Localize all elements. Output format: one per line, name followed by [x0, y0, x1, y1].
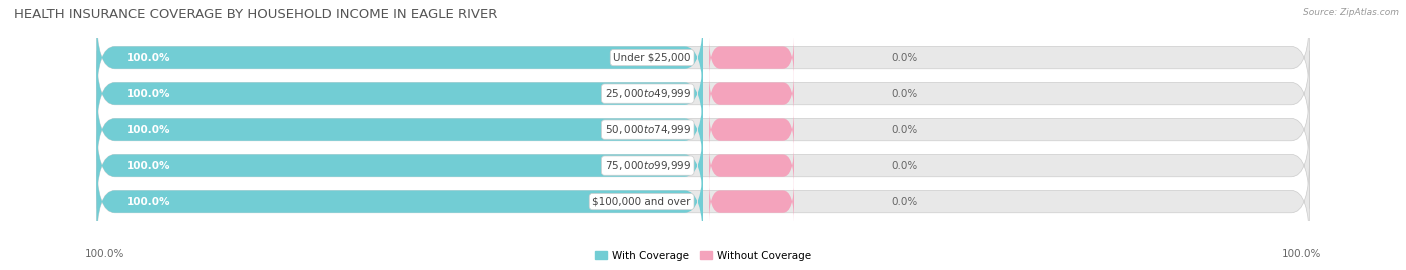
FancyBboxPatch shape [97, 87, 703, 173]
Text: 0.0%: 0.0% [891, 124, 917, 135]
FancyBboxPatch shape [97, 15, 1309, 100]
FancyBboxPatch shape [709, 72, 794, 115]
Text: HEALTH INSURANCE COVERAGE BY HOUSEHOLD INCOME IN EAGLE RIVER: HEALTH INSURANCE COVERAGE BY HOUSEHOLD I… [14, 8, 498, 21]
Text: $75,000 to $99,999: $75,000 to $99,999 [605, 159, 690, 172]
FancyBboxPatch shape [709, 180, 794, 223]
Text: 0.0%: 0.0% [891, 89, 917, 99]
Text: 0.0%: 0.0% [891, 197, 917, 207]
Text: 100.0%: 100.0% [127, 53, 170, 63]
Text: 100.0%: 100.0% [1282, 249, 1322, 259]
FancyBboxPatch shape [97, 87, 1309, 173]
FancyBboxPatch shape [709, 36, 794, 79]
Text: Source: ZipAtlas.com: Source: ZipAtlas.com [1303, 8, 1399, 17]
FancyBboxPatch shape [97, 51, 1309, 136]
FancyBboxPatch shape [709, 144, 794, 187]
Text: Under $25,000: Under $25,000 [613, 53, 690, 63]
FancyBboxPatch shape [97, 51, 703, 136]
Text: 100.0%: 100.0% [127, 89, 170, 99]
FancyBboxPatch shape [97, 159, 703, 244]
Text: 100.0%: 100.0% [84, 249, 124, 259]
Text: 100.0%: 100.0% [127, 124, 170, 135]
Text: $100,000 and over: $100,000 and over [592, 197, 690, 207]
FancyBboxPatch shape [97, 15, 703, 100]
FancyBboxPatch shape [709, 108, 794, 151]
FancyBboxPatch shape [97, 123, 703, 208]
FancyBboxPatch shape [97, 123, 1309, 208]
FancyBboxPatch shape [97, 159, 1309, 244]
Text: 100.0%: 100.0% [127, 197, 170, 207]
Text: $50,000 to $74,999: $50,000 to $74,999 [605, 123, 690, 136]
Text: $25,000 to $49,999: $25,000 to $49,999 [605, 87, 690, 100]
Legend: With Coverage, Without Coverage: With Coverage, Without Coverage [591, 247, 815, 265]
Text: 100.0%: 100.0% [127, 161, 170, 171]
Text: 0.0%: 0.0% [891, 53, 917, 63]
Text: 0.0%: 0.0% [891, 161, 917, 171]
